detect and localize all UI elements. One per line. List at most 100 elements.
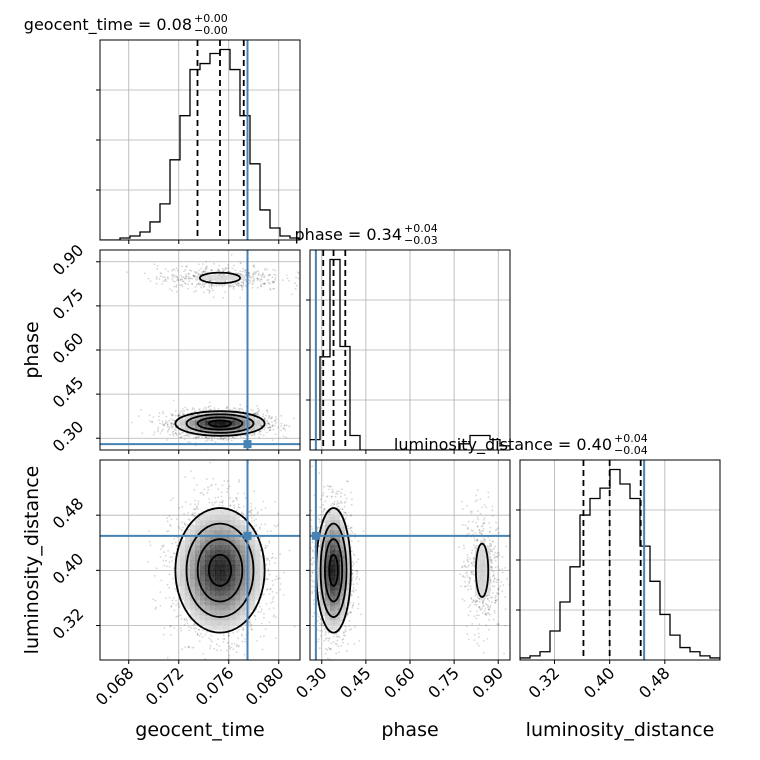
sample-point (187, 518, 190, 520)
sample-point (161, 283, 164, 285)
sample-point (261, 648, 264, 651)
sample-point (222, 437, 224, 440)
sample-point (191, 407, 194, 409)
sample-point (218, 264, 220, 267)
sample-point (258, 527, 261, 530)
sample-point (171, 542, 174, 545)
density-cell (260, 420, 266, 426)
density-cell (225, 420, 231, 426)
sample-point (240, 407, 242, 410)
sample-point (197, 272, 200, 275)
sample-point (177, 615, 179, 618)
sample-point (254, 271, 257, 274)
sample-point (272, 428, 275, 431)
sample-point (200, 267, 203, 270)
sample-point (232, 436, 234, 438)
sample-point (242, 282, 245, 284)
sample-point (174, 414, 177, 417)
sample-point (216, 438, 219, 440)
sample-point (191, 277, 194, 280)
sample-point (288, 280, 290, 282)
sample-point (274, 562, 277, 564)
sample-point (156, 268, 158, 270)
sample-point (253, 413, 256, 415)
sample-point (277, 524, 279, 526)
sample-point (249, 511, 252, 514)
sample-point (253, 264, 255, 267)
sample-point (177, 278, 180, 281)
sample-point (277, 426, 279, 429)
sample-point (267, 588, 269, 591)
sample-point (230, 253, 233, 256)
sample-point (257, 511, 259, 513)
sample-point (302, 558, 304, 560)
sample-point (148, 540, 151, 543)
density-cell (235, 275, 241, 281)
sample-point (275, 418, 278, 421)
sample-point (201, 661, 203, 663)
sample-point (166, 421, 169, 424)
sample-point (245, 410, 247, 412)
sample-point (170, 413, 173, 415)
sample-point (234, 269, 237, 271)
sample-point (163, 551, 165, 553)
sample-point (181, 278, 184, 281)
sample-point (267, 570, 270, 572)
sample-point (223, 480, 226, 482)
sample-point (210, 483, 213, 486)
sample-point (204, 436, 207, 439)
sample-point (285, 274, 288, 277)
sample-point (215, 284, 218, 287)
sample-point (215, 500, 218, 503)
sample-point (211, 439, 214, 442)
sample-point (237, 646, 240, 648)
sample-point (210, 284, 213, 287)
sample-point (254, 412, 257, 414)
sample-point (233, 642, 236, 645)
sample-point (266, 279, 269, 282)
density-cell (205, 425, 211, 431)
sample-point (195, 436, 197, 439)
sample-point (193, 276, 196, 278)
sample-point (185, 273, 187, 276)
sample-point (298, 272, 300, 275)
sample-point (265, 546, 267, 549)
sample-point (282, 594, 285, 596)
sample-point (167, 530, 170, 532)
sample-point (272, 287, 275, 290)
sample-point (250, 506, 253, 508)
sample-point (201, 272, 204, 275)
sample-point (166, 276, 169, 279)
sample-point (214, 483, 217, 486)
sample-point (202, 270, 205, 272)
sample-point (170, 422, 173, 425)
sample-point (273, 419, 276, 422)
sample-point (181, 521, 183, 524)
sample-point (274, 278, 277, 281)
sample-point (162, 412, 165, 415)
sample-point (174, 427, 177, 430)
sample-point (184, 277, 186, 280)
sample-point (297, 277, 300, 280)
sample-point (254, 618, 257, 621)
sample-point (223, 437, 226, 439)
sample-point (258, 409, 260, 412)
sample-point (202, 286, 205, 288)
sample-point (163, 564, 166, 567)
sample-point (186, 620, 188, 622)
sample-point (156, 264, 159, 267)
sample-point (186, 265, 188, 268)
sample-point (207, 486, 209, 489)
sample-point (179, 412, 181, 415)
sample-point (160, 548, 162, 551)
sample-point (181, 505, 184, 508)
sample-point (184, 523, 186, 526)
sample-point (258, 526, 261, 529)
sample-point (286, 277, 289, 280)
sample-point (214, 497, 217, 499)
density-cell (210, 275, 216, 281)
sample-point (202, 653, 205, 655)
sample-point (166, 565, 168, 568)
sample-point (170, 414, 173, 417)
sample-point (222, 269, 225, 271)
